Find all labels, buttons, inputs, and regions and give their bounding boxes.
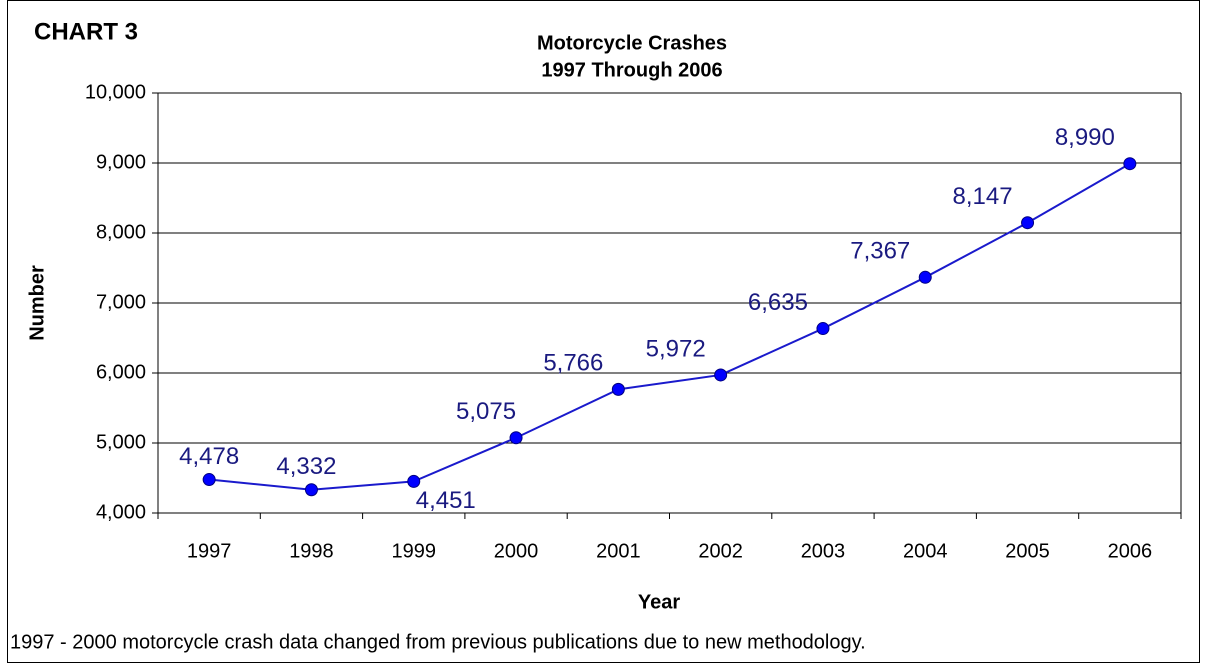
value-label: 5,972 xyxy=(646,335,706,362)
value-label: 6,635 xyxy=(748,289,808,316)
y-tick-label: 8,000 xyxy=(96,221,146,243)
data-line xyxy=(209,162,1131,491)
value-label: 5,766 xyxy=(543,350,603,377)
data-point xyxy=(509,431,523,445)
data-point xyxy=(304,483,318,497)
data-point xyxy=(714,368,728,382)
x-tick-label: 1998 xyxy=(289,540,334,562)
chart-label: CHART 3 xyxy=(34,18,138,45)
data-point xyxy=(1123,157,1137,171)
x-tick-label: 2000 xyxy=(494,540,539,562)
y-tick-label: 10,000 xyxy=(85,81,146,103)
x-tick-label: 2004 xyxy=(903,540,948,562)
value-label: 4,478 xyxy=(179,443,239,470)
data-point xyxy=(202,473,216,487)
x-tick-label: 2003 xyxy=(801,540,846,562)
value-label: 4,332 xyxy=(276,453,336,480)
chart-border xyxy=(7,0,1200,663)
data-point xyxy=(918,270,932,284)
y-tick-label: 9,000 xyxy=(96,151,146,173)
x-tick-label: 1997 xyxy=(187,540,232,562)
x-tick-label: 2001 xyxy=(596,540,641,562)
value-label: 7,367 xyxy=(850,238,910,265)
data-point xyxy=(1021,216,1035,230)
y-tick-label: 4,000 xyxy=(96,501,146,523)
data-point xyxy=(407,474,421,488)
data-point xyxy=(816,322,830,336)
y-tick-label: 5,000 xyxy=(96,431,146,453)
footnote: 1997 - 2000 motorcycle crash data change… xyxy=(10,631,866,653)
x-tick-label: 2006 xyxy=(1108,540,1153,562)
y-axis-label: Number xyxy=(26,265,48,341)
y-tick-label: 6,000 xyxy=(96,361,146,383)
x-tick-label: 2005 xyxy=(1005,540,1050,562)
data-point xyxy=(611,382,625,396)
value-label: 5,075 xyxy=(456,398,516,425)
value-label: 4,451 xyxy=(416,487,476,514)
value-label: 8,990 xyxy=(1055,124,1115,151)
x-tick-label: 2002 xyxy=(698,540,743,562)
chart-title: Motorcycle Crashes xyxy=(537,32,727,54)
value-label: 8,147 xyxy=(953,183,1013,210)
chart-subtitle: 1997 Through 2006 xyxy=(541,59,722,81)
x-axis-label: Year xyxy=(638,591,680,613)
x-tick-label: 1999 xyxy=(392,540,437,562)
y-tick-label: 7,000 xyxy=(96,291,146,313)
